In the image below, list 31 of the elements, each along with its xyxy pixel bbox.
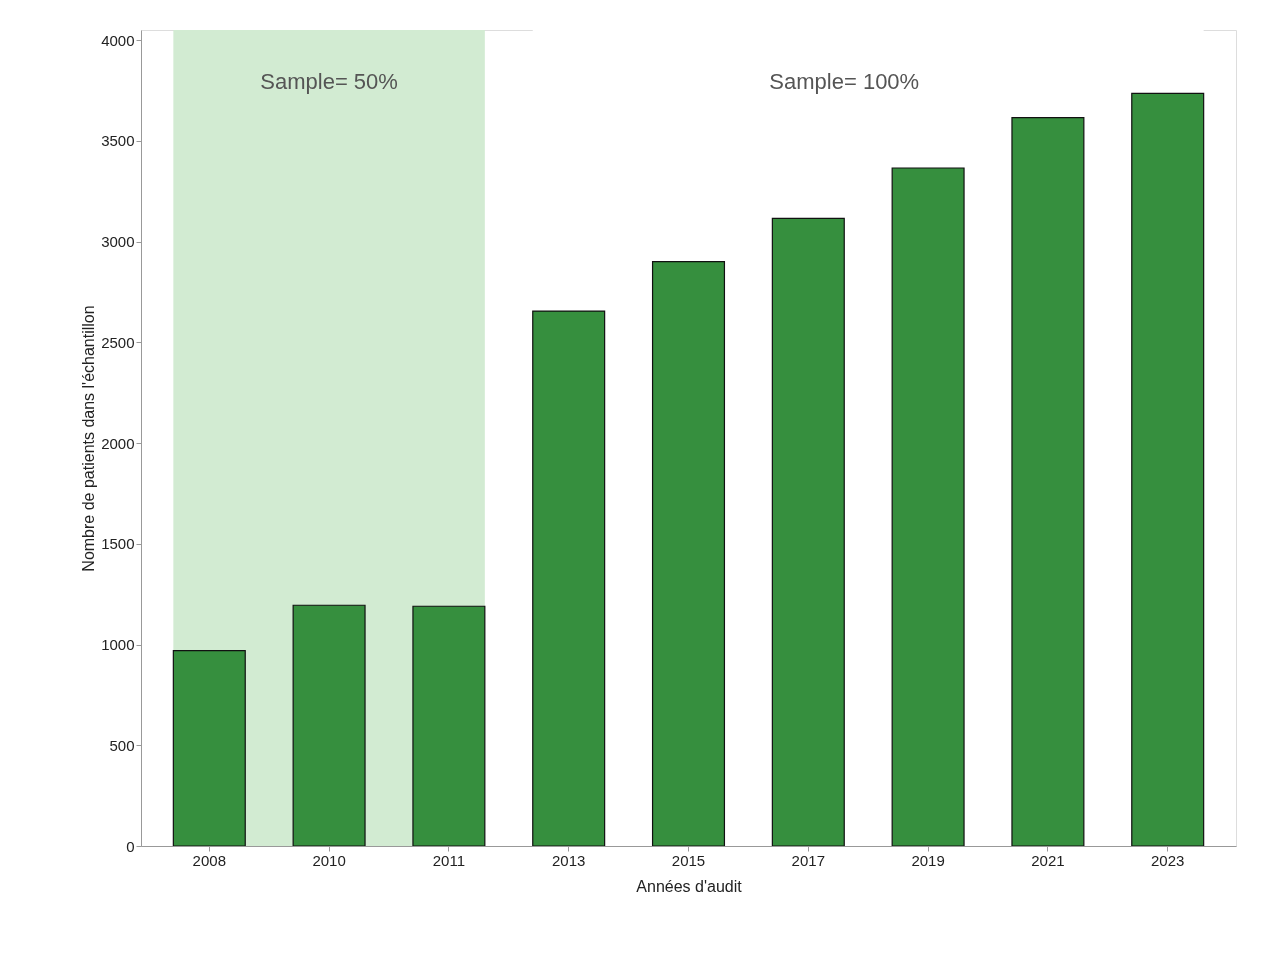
- bar: [172, 649, 246, 847]
- x-axis-title: Années d'audit: [636, 877, 743, 895]
- bar: [651, 261, 726, 847]
- band-label: Sample= 100%: [769, 69, 920, 94]
- x-tick-label: 2017: [791, 851, 825, 869]
- y-tick-label: 1500: [101, 535, 135, 553]
- bar: [771, 217, 845, 847]
- bar: [412, 605, 486, 847]
- y-tick-label: 3000: [101, 233, 135, 251]
- y-tick-label: 2500: [101, 333, 135, 351]
- band-label: Sample= 50%: [260, 69, 398, 94]
- bar: [891, 167, 965, 847]
- x-tick-label: 2019: [911, 851, 945, 869]
- y-axis-title: Nombre de patients dans l'échantillon: [80, 305, 98, 572]
- bar: [1011, 117, 1085, 847]
- x-tick-label: 2015: [671, 851, 706, 869]
- bar: [532, 310, 606, 847]
- y-tick-label: 0: [126, 837, 135, 855]
- y-tick-label: 3500: [101, 132, 135, 150]
- y-tick-label: 2000: [101, 434, 135, 452]
- y-tick-label: 4000: [101, 31, 135, 49]
- y-tick-label: 1000: [101, 636, 135, 654]
- x-tick-label: 2013: [552, 851, 586, 869]
- x-tick-label: 2021: [1031, 851, 1065, 869]
- bar: [1131, 92, 1205, 847]
- x-tick-label: 2011: [432, 851, 466, 869]
- y-tick-label: 500: [109, 736, 135, 754]
- x-tick-label: 2008: [192, 851, 226, 869]
- bar: [292, 604, 366, 847]
- x-tick-label: 2023: [1151, 851, 1185, 869]
- x-tick-label: 2010: [312, 851, 346, 869]
